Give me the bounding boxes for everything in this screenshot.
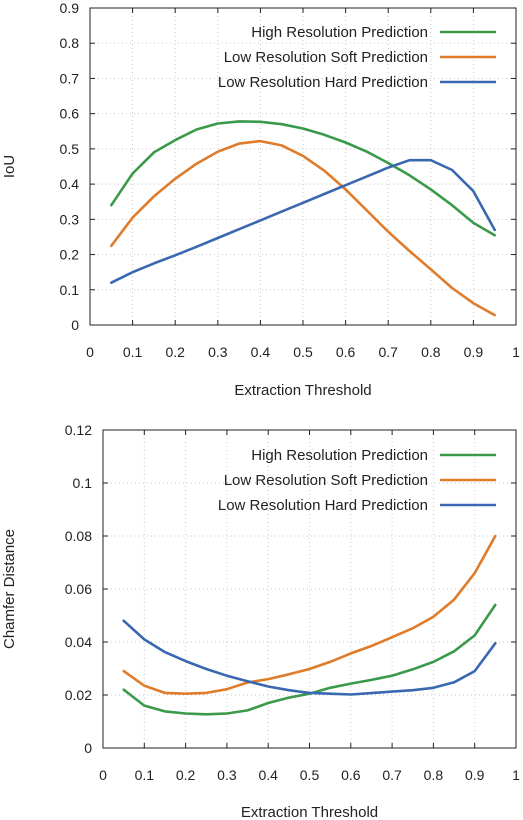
x-tick-label: 0.3 <box>208 344 228 360</box>
x-tick-label: 0.3 <box>217 767 237 783</box>
y-tick-label: 0.1 <box>73 475 93 491</box>
y-tick-label: 0.2 <box>60 247 80 263</box>
y-tick-label: 0.08 <box>65 528 92 544</box>
iou-chart: 0 0.1 0.2 0.3 0.4 0.5 0.6 0.7 0.8 0.9 1 0 0.1 0.2 0.3 0… <box>1 0 520 399</box>
x-tick-label: 0.1 <box>123 344 143 360</box>
y-tick-label: 0 <box>84 740 92 756</box>
x-tick-label: 0.8 <box>424 767 444 783</box>
y-tick-label: 0.9 <box>60 0 80 16</box>
legend-label: Low Resolution Hard Prediction <box>218 497 428 514</box>
chamfer-distance-chart: 0 0.1 0.2 0.3 0.4 0.5 0.6 0.7 0.8 0.9 1 0 0.02 0.04 0.… <box>1 422 520 820</box>
x-tick-label: 0 <box>86 344 94 360</box>
legend-label: Low Resolution Soft Prediction <box>224 472 428 489</box>
x-tick-label: 0.2 <box>165 344 185 360</box>
series-line-2 <box>122 534 497 696</box>
x-tick-label: 1 <box>512 344 520 360</box>
legend-label: Low Resolution Soft Prediction <box>224 49 428 66</box>
x-tick-label: 0.7 <box>378 344 398 360</box>
x-axis-label: Extraction Threshold <box>234 382 371 399</box>
plot-frame <box>102 429 517 749</box>
y-tick-label: 0.02 <box>65 687 92 703</box>
legend-label: Low Resolution Hard Prediction <box>218 74 428 91</box>
y-tick-label: 0.3 <box>60 211 80 227</box>
series-line-2 <box>110 139 497 317</box>
y-tick-label: 0.8 <box>60 35 80 51</box>
series-line-3 <box>122 619 497 696</box>
x-tick-label: 0.9 <box>465 767 485 783</box>
y-tick-label: 0 <box>71 317 79 333</box>
x-tick-label: 0.5 <box>300 767 320 783</box>
x-tick-label: 0.5 <box>293 344 313 360</box>
y-tick-label: 0.04 <box>65 634 92 650</box>
y-tick-label: 0.5 <box>60 141 80 157</box>
y-axis-label: IoU <box>1 155 18 178</box>
x-tick-label: 0.6 <box>336 344 356 360</box>
plot-frame <box>89 7 517 326</box>
legend-label: High Resolution Prediction <box>251 447 428 464</box>
x-tick-label: 0.2 <box>176 767 196 783</box>
x-tick-label: 0.9 <box>464 344 484 360</box>
y-tick-label: 0.4 <box>60 176 80 192</box>
x-tick-label: 0.6 <box>341 767 361 783</box>
x-tick-label: 0 <box>99 767 107 783</box>
legend-label: High Resolution Prediction <box>251 24 428 41</box>
x-tick-label: 0.7 <box>382 767 402 783</box>
x-tick-label: 0.4 <box>251 344 271 360</box>
y-tick-label: 0.1 <box>60 282 80 298</box>
x-tick-label: 0.8 <box>421 344 441 360</box>
y-tick-label: 0.7 <box>60 70 80 86</box>
y-tick-label: 0.12 <box>65 422 92 438</box>
series-line-3 <box>110 158 497 285</box>
series-line-1 <box>110 120 497 237</box>
x-tick-label: 0.1 <box>135 767 155 783</box>
x-tick-label: 1 <box>512 767 520 783</box>
y-axis-label: Chamfer Distance <box>1 529 18 649</box>
y-tick-label: 0.6 <box>60 106 80 122</box>
x-tick-label: 0.4 <box>258 767 278 783</box>
x-axis-label: Extraction Threshold <box>241 804 378 820</box>
y-tick-label: 0.06 <box>65 581 92 597</box>
